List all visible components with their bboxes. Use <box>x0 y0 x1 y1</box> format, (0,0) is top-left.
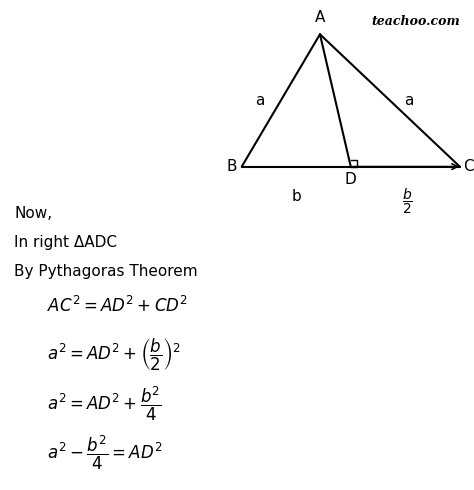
Text: $AC^2 = AD^2 + CD^2$: $AC^2 = AD^2 + CD^2$ <box>47 296 189 317</box>
Text: teachoo.com: teachoo.com <box>371 15 460 28</box>
Text: A: A <box>315 10 325 25</box>
Text: B: B <box>227 159 237 174</box>
Text: By Pythagoras Theorem: By Pythagoras Theorem <box>14 265 198 279</box>
Text: C: C <box>464 159 474 174</box>
Text: $a^2 = AD^2 + \left(\dfrac{b}{2}\right)^2$: $a^2 = AD^2 + \left(\dfrac{b}{2}\right)^… <box>47 337 182 373</box>
Text: D: D <box>345 172 356 187</box>
Text: $\dfrac{b}{2}$: $\dfrac{b}{2}$ <box>402 186 413 216</box>
Text: Now,: Now, <box>14 206 52 220</box>
Text: a: a <box>255 93 264 108</box>
Text: $a^2 = AD^2 + \dfrac{b^2}{4}$: $a^2 = AD^2 + \dfrac{b^2}{4}$ <box>47 385 162 423</box>
Text: b: b <box>292 189 301 204</box>
Text: $a^2 - \dfrac{b^2}{4} = AD^2$: $a^2 - \dfrac{b^2}{4} = AD^2$ <box>47 434 163 472</box>
Text: In right ΔADC: In right ΔADC <box>14 235 117 250</box>
Text: a: a <box>404 93 413 108</box>
